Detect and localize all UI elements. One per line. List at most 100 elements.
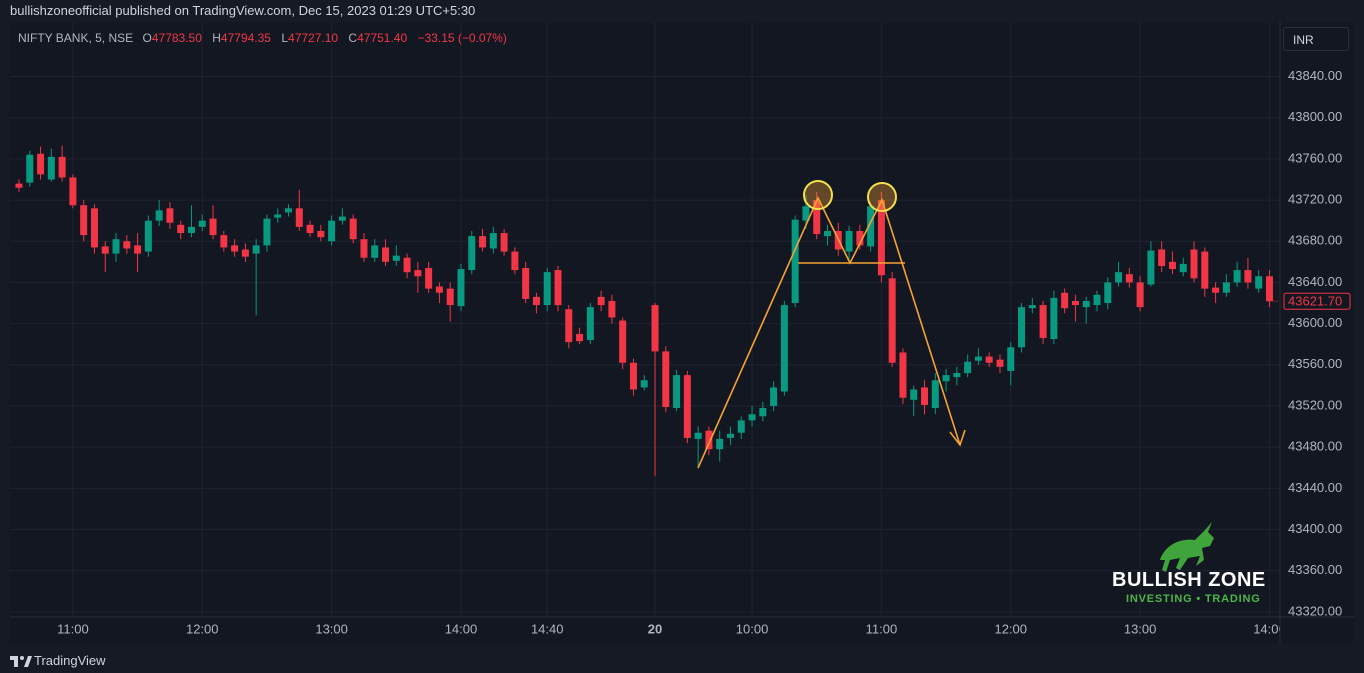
candle-body	[69, 177, 77, 206]
price-tag	[1283, 292, 1351, 310]
chart-pane	[10, 22, 1354, 643]
candle-body	[1093, 294, 1101, 306]
ohlc-label: C	[348, 31, 358, 45]
x-tick-label: 14:40	[531, 621, 564, 636]
candle-body	[263, 218, 271, 246]
arrow-head	[949, 429, 966, 447]
candle-body	[1265, 276, 1273, 302]
candle-body	[1061, 292, 1069, 309]
top-marker	[867, 182, 897, 212]
candle-body	[662, 351, 670, 407]
candle-body	[155, 210, 163, 221]
candle-body	[974, 356, 982, 361]
candle-body	[382, 247, 390, 262]
candle-body	[1115, 272, 1123, 283]
ohlc-value: 47783.50	[151, 31, 202, 45]
pattern-drawing	[697, 180, 966, 469]
symbol-legend: NIFTY BANK, 5, NSE O47783.50 H47794.35 L…	[18, 31, 514, 45]
candle-body	[15, 183, 23, 188]
candle-body	[532, 296, 540, 306]
candle-body	[716, 438, 724, 450]
candle-body	[295, 208, 303, 227]
candle-body	[500, 233, 508, 252]
candle-body	[1255, 276, 1263, 289]
candle-body	[953, 373, 961, 378]
x-tick-label: 12:00	[994, 621, 1027, 636]
candle-body	[888, 278, 896, 363]
candle-body	[522, 268, 530, 299]
candle-body	[780, 305, 788, 392]
ohlc-value: 47751.40	[357, 31, 408, 45]
candle-body	[209, 218, 217, 236]
candle-body	[1007, 347, 1015, 371]
candle-body	[241, 249, 249, 257]
candle-body	[1222, 282, 1230, 293]
candle-body	[425, 268, 433, 289]
candle-body	[252, 245, 260, 254]
footer-brand[interactable]: TradingView	[34, 653, 106, 668]
watermark-name: BULLISH ZONE	[1112, 569, 1266, 591]
candle-body	[910, 389, 918, 400]
candle-body	[144, 220, 152, 252]
candle-body	[1147, 250, 1155, 285]
candle-body	[112, 239, 120, 254]
candle-body	[1168, 261, 1176, 270]
y-tick-label: 43560.00	[1288, 356, 1342, 371]
x-tick-label: 11:00	[866, 621, 898, 636]
candle-body	[1039, 305, 1047, 339]
candle-body	[198, 220, 206, 227]
candle-body	[629, 362, 637, 390]
candle-body	[802, 206, 810, 221]
ohlc-label: L	[281, 31, 289, 45]
candle-body	[985, 356, 993, 363]
candle-body	[942, 375, 950, 382]
candle-body	[177, 224, 185, 234]
x-tick-label: 10:00	[736, 621, 769, 636]
ohlc-value: 47794.35	[220, 31, 271, 45]
candle-body	[1018, 307, 1026, 348]
candle-body	[489, 233, 497, 249]
candle-body	[371, 245, 379, 258]
candle-body	[748, 414, 756, 421]
candle-body	[770, 387, 778, 406]
candle-body	[576, 333, 584, 342]
candle-body	[47, 156, 55, 180]
candle-body	[554, 270, 562, 306]
candles	[15, 145, 1273, 476]
change: −33.15 (−0.07%)	[417, 31, 507, 45]
candle-body	[737, 420, 745, 433]
candle-body	[694, 432, 702, 439]
candle-body	[90, 208, 98, 248]
x-tick-label: 11:00	[57, 621, 89, 636]
currency-button[interactable]: INR	[1283, 27, 1349, 51]
logo-part	[14, 656, 18, 667]
candle-body	[37, 153, 45, 175]
candle-body	[306, 224, 314, 234]
candle-body	[58, 156, 66, 178]
candle-body	[586, 307, 594, 341]
price-axis: 43320.00 43360.00 43400.00 43440.00 43480.00…	[1273, 68, 1351, 618]
y-tick-label: 43640.00	[1288, 274, 1342, 289]
candle-body	[726, 433, 734, 438]
candle-body	[565, 309, 573, 343]
footer-logo	[10, 656, 32, 667]
y-tick-label: 43840.00	[1288, 68, 1342, 83]
candle-body	[1125, 274, 1133, 283]
bull-icon	[1160, 522, 1214, 572]
candle-body	[1233, 270, 1241, 283]
candle-body	[360, 239, 368, 258]
candle-body	[1071, 300, 1079, 306]
candle-body	[392, 255, 400, 261]
candle-body	[899, 352, 907, 398]
y-tick-label: 43320.00	[1288, 603, 1342, 618]
candle-body	[673, 375, 681, 409]
candle-body	[134, 245, 142, 254]
candle-body	[1201, 251, 1209, 289]
candle-body	[683, 375, 691, 438]
candle-body	[403, 257, 411, 273]
y-tick-label: 43360.00	[1288, 562, 1342, 577]
candle-body	[123, 241, 131, 249]
candle-body	[231, 245, 239, 252]
candle-body	[1179, 263, 1187, 273]
